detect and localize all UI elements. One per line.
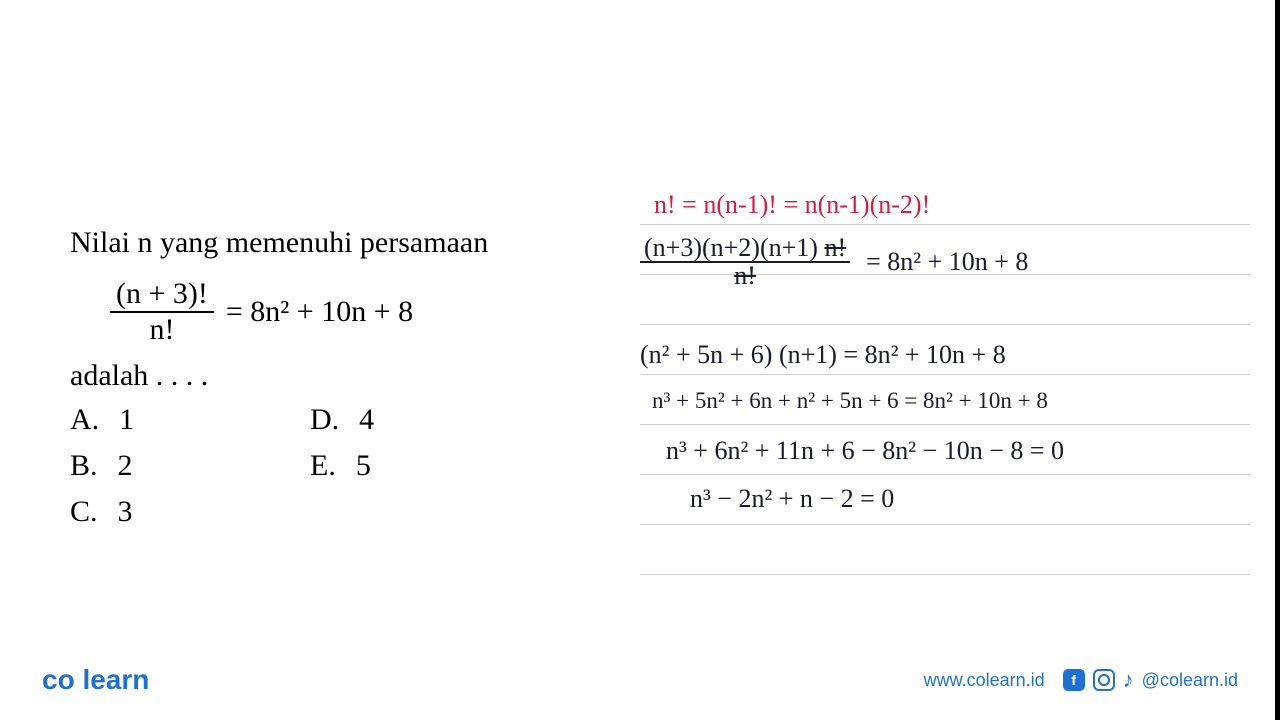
option-a: A. 1 bbox=[70, 403, 310, 449]
hw-line-1: n! = n(n-1)! = n(n-1)(n-2)! bbox=[654, 190, 930, 220]
hw-line-2-den: n! bbox=[730, 263, 760, 289]
footer: co learn www.colearn.id f ♪ @colearn.id bbox=[0, 664, 1280, 696]
question-adalah: adalah . . . . bbox=[70, 359, 610, 393]
tiktok-icon[interactable]: ♪ bbox=[1123, 667, 1134, 693]
option-d-letter: D. bbox=[310, 403, 339, 449]
option-c-value: 3 bbox=[118, 495, 133, 541]
options-grid: A. 1 D. 4 B. 2 E. 5 C. 3 bbox=[70, 403, 610, 541]
rule-line bbox=[640, 574, 1250, 575]
question-equation: (n + 3)! n! = 8n² + 10n + 8 bbox=[110, 277, 610, 347]
instagram-icon[interactable] bbox=[1093, 669, 1115, 691]
hw-line-3: (n² + 5n + 6) (n+1) = 8n² + 10n + 8 bbox=[640, 340, 1006, 370]
brand-logo: co learn bbox=[42, 664, 149, 696]
equation-numerator: (n + 3)! bbox=[110, 277, 214, 313]
hw-line-2: (n+3)(n+2)(n+1) n! n! = 8n² + 10n + 8 bbox=[640, 235, 1028, 289]
option-c-letter: C. bbox=[70, 495, 98, 541]
hw-line-4: n³ + 5n² + 6n + n² + 5n + 6 = 8n² + 10n … bbox=[652, 388, 1048, 414]
right-border bbox=[1275, 0, 1280, 720]
hw-line-5: n³ + 6n² + 11n + 6 − 8n² − 10n − 8 = 0 bbox=[666, 436, 1064, 466]
option-a-letter: A. bbox=[70, 403, 99, 449]
footer-handle[interactable]: @colearn.id bbox=[1142, 670, 1238, 691]
rule-line bbox=[640, 424, 1250, 425]
rule-line bbox=[640, 524, 1250, 525]
question-prompt: Nilai n yang memenuhi persamaan bbox=[70, 220, 610, 265]
rule-line bbox=[640, 474, 1250, 475]
footer-right: www.colearn.id f ♪ @colearn.id bbox=[924, 667, 1238, 693]
equation-rhs: = 8n² + 10n + 8 bbox=[226, 295, 413, 329]
rule-line bbox=[640, 224, 1250, 225]
facebook-icon[interactable]: f bbox=[1063, 669, 1085, 691]
option-a-value: 1 bbox=[119, 403, 134, 449]
rule-line bbox=[640, 324, 1250, 325]
footer-url[interactable]: www.colearn.id bbox=[924, 670, 1045, 691]
hw-line-2-fraction: (n+3)(n+2)(n+1) n! n! bbox=[640, 235, 850, 289]
rule-line bbox=[640, 374, 1250, 375]
option-b: B. 2 bbox=[70, 449, 310, 495]
option-e: E. 5 bbox=[310, 449, 550, 495]
option-e-value: 5 bbox=[356, 449, 371, 495]
worked-solution-panel: n! = n(n-1)! = n(n-1)(n-2)! (n+3)(n+2)(n… bbox=[640, 180, 1250, 580]
ruled-paper: n! = n(n-1)! = n(n-1)(n-2)! (n+3)(n+2)(n… bbox=[640, 180, 1250, 580]
hw-line-6: n³ − 2n² + n − 2 = 0 bbox=[690, 484, 894, 514]
option-d-value: 4 bbox=[359, 403, 374, 449]
hw-line-2-num: (n+3)(n+2)(n+1) n! bbox=[640, 235, 850, 263]
option-d: D. 4 bbox=[310, 403, 550, 449]
option-b-letter: B. bbox=[70, 449, 98, 495]
option-b-value: 2 bbox=[118, 449, 133, 495]
equation-denominator: n! bbox=[143, 313, 180, 347]
social-icons: f ♪ @colearn.id bbox=[1063, 667, 1238, 693]
option-e-letter: E. bbox=[310, 449, 336, 495]
option-c: C. 3 bbox=[70, 495, 310, 541]
hw-line-2-rhs: = 8n² + 10n + 8 bbox=[866, 247, 1028, 277]
question-panel: Nilai n yang memenuhi persamaan (n + 3)!… bbox=[70, 220, 610, 541]
equation-fraction: (n + 3)! n! bbox=[110, 277, 214, 347]
